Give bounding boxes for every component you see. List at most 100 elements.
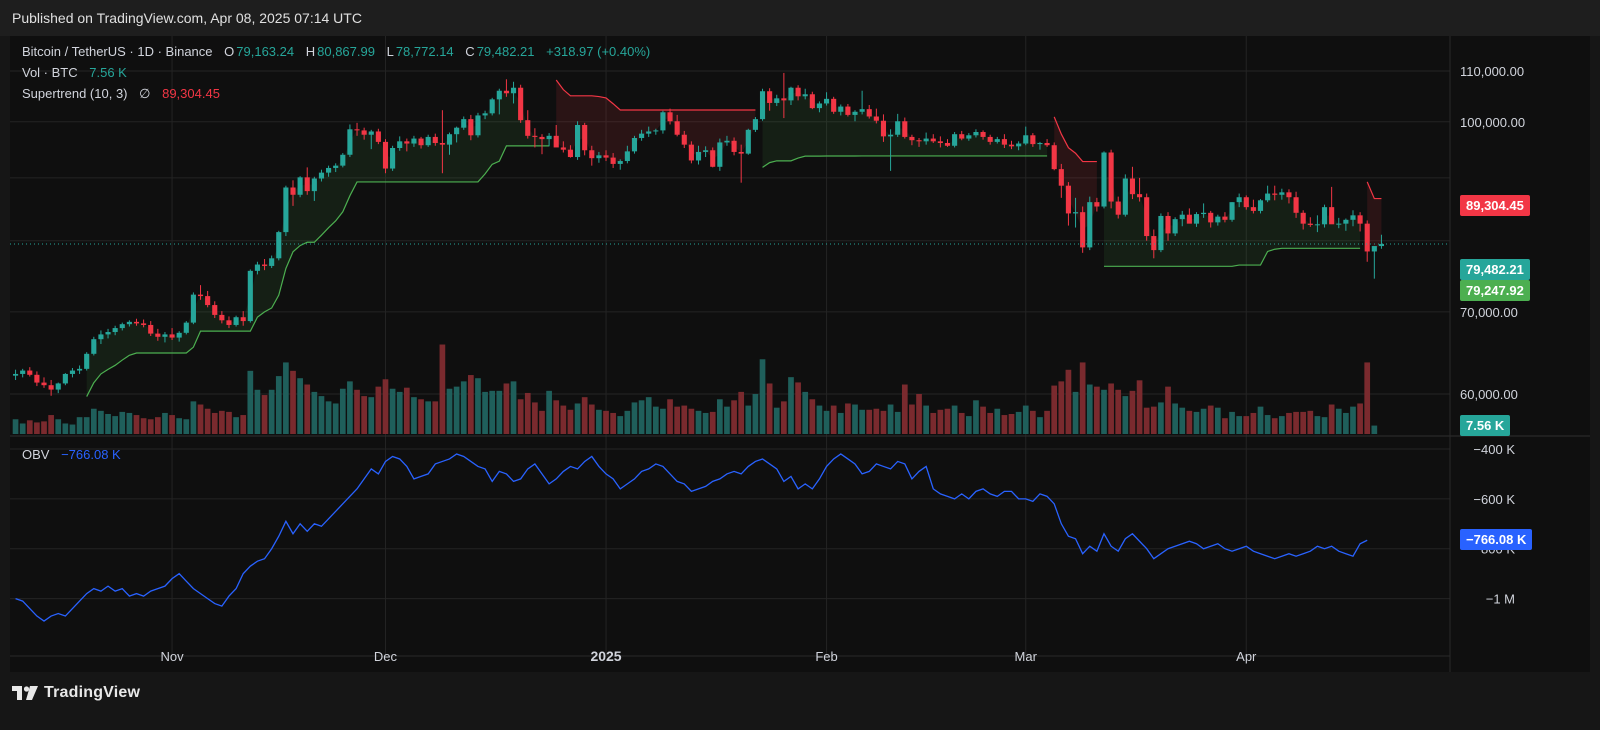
volume-bar	[325, 401, 332, 434]
volume-bar	[382, 379, 389, 434]
volume-bar	[126, 412, 133, 434]
candle	[809, 91, 815, 110]
candle-body	[717, 142, 723, 167]
candle	[980, 130, 986, 140]
candle	[560, 141, 566, 153]
candle	[781, 72, 787, 119]
candle	[425, 134, 431, 147]
volume-bar	[69, 424, 76, 434]
volume-bar	[1150, 406, 1157, 434]
candle-body	[183, 322, 189, 333]
tradingview-logo[interactable]: TradingView	[12, 684, 140, 702]
candle-body	[731, 140, 737, 152]
volume-bar	[190, 401, 197, 434]
symbol-title[interactable]: Bitcoin / TetherUS · 1D · Binance	[22, 44, 213, 59]
candle	[1072, 197, 1079, 228]
candle	[1243, 195, 1249, 210]
volume-bar	[866, 409, 873, 434]
candle	[532, 128, 538, 148]
volume-bar	[468, 375, 474, 434]
candle-body	[1229, 202, 1235, 220]
volume-label[interactable]: Vol · BTC	[22, 65, 78, 80]
candle	[930, 134, 936, 143]
candle-body	[610, 157, 616, 164]
candle	[276, 230, 282, 261]
candle	[283, 185, 289, 237]
candle	[845, 103, 851, 117]
last-price-tag: 79,482.21	[1460, 259, 1530, 280]
volume-bar	[965, 416, 972, 434]
volume-bar	[297, 378, 303, 434]
volume-bar	[1200, 408, 1207, 434]
supertrend-up-line	[1103, 247, 1361, 267]
supertrend-label[interactable]: Supertrend (10, 3)	[22, 86, 128, 101]
candle	[446, 132, 453, 155]
chart[interactable]: 110,000.00 100,000.00 70,000.00 60,000.00 −4…	[10, 36, 1590, 672]
candle-body	[446, 134, 453, 145]
volume-bar	[873, 408, 880, 434]
volume-bar	[204, 408, 211, 434]
volume-bar	[1264, 415, 1271, 434]
candle-body	[20, 370, 26, 374]
supertrend-up-line	[86, 145, 550, 397]
volume-bar	[845, 403, 851, 434]
supertrend-down-line	[555, 79, 756, 111]
obv-label[interactable]: OBV	[22, 447, 50, 462]
candle-body	[681, 134, 687, 145]
candle	[247, 269, 253, 323]
volume-bar	[887, 404, 894, 434]
candle-body	[1023, 135, 1029, 144]
candle	[866, 105, 872, 119]
volume-bar	[489, 390, 496, 434]
candle-body	[269, 258, 275, 266]
candle-body	[133, 321, 140, 324]
close-label: C	[465, 44, 475, 59]
volume-bar	[183, 419, 190, 434]
volume-bar	[1350, 406, 1356, 434]
candle-body	[1108, 152, 1114, 202]
candle-body	[1378, 244, 1385, 247]
candle-body	[1080, 212, 1086, 248]
open-label: O	[224, 44, 235, 59]
candle	[752, 117, 758, 133]
volume-bar	[1030, 410, 1036, 434]
candle	[1023, 126, 1029, 146]
candle	[141, 319, 147, 328]
candle	[639, 129, 645, 141]
candle	[1286, 189, 1292, 204]
candle-body	[1201, 212, 1207, 215]
candle-body	[333, 165, 339, 168]
volume-bar	[1079, 362, 1086, 434]
candle-body	[888, 134, 894, 137]
candle	[190, 292, 196, 325]
candle-body	[1044, 142, 1050, 146]
candle-body	[1072, 212, 1079, 214]
volume-bar	[645, 397, 652, 434]
candle	[596, 151, 602, 163]
candle-body	[596, 155, 602, 159]
candle-body	[1350, 215, 1356, 220]
candle-body	[1265, 193, 1271, 201]
volume-bar	[674, 406, 681, 434]
candle	[48, 379, 54, 396]
candle	[41, 377, 47, 388]
brand-name: TradingView	[44, 684, 141, 701]
candle-body	[1129, 178, 1136, 195]
candle-body	[916, 140, 922, 142]
volume-bar	[660, 408, 666, 434]
candle-body	[1172, 219, 1178, 234]
publish-bar: Published on TradingView.com, Apr 08, 20…	[0, 0, 1600, 36]
volume-bar	[290, 370, 296, 434]
price-axis-label: 110,000.00	[1460, 64, 1524, 79]
candle	[20, 368, 26, 378]
candle	[418, 136, 424, 149]
candle-body	[603, 155, 609, 158]
candle	[1051, 142, 1057, 171]
candle	[432, 133, 438, 146]
candle	[902, 117, 908, 139]
candle-body	[1293, 197, 1299, 213]
volume-bar	[638, 400, 645, 434]
volume-bar	[1328, 404, 1335, 434]
volume-bar	[425, 401, 432, 434]
volume-bar	[453, 386, 460, 434]
